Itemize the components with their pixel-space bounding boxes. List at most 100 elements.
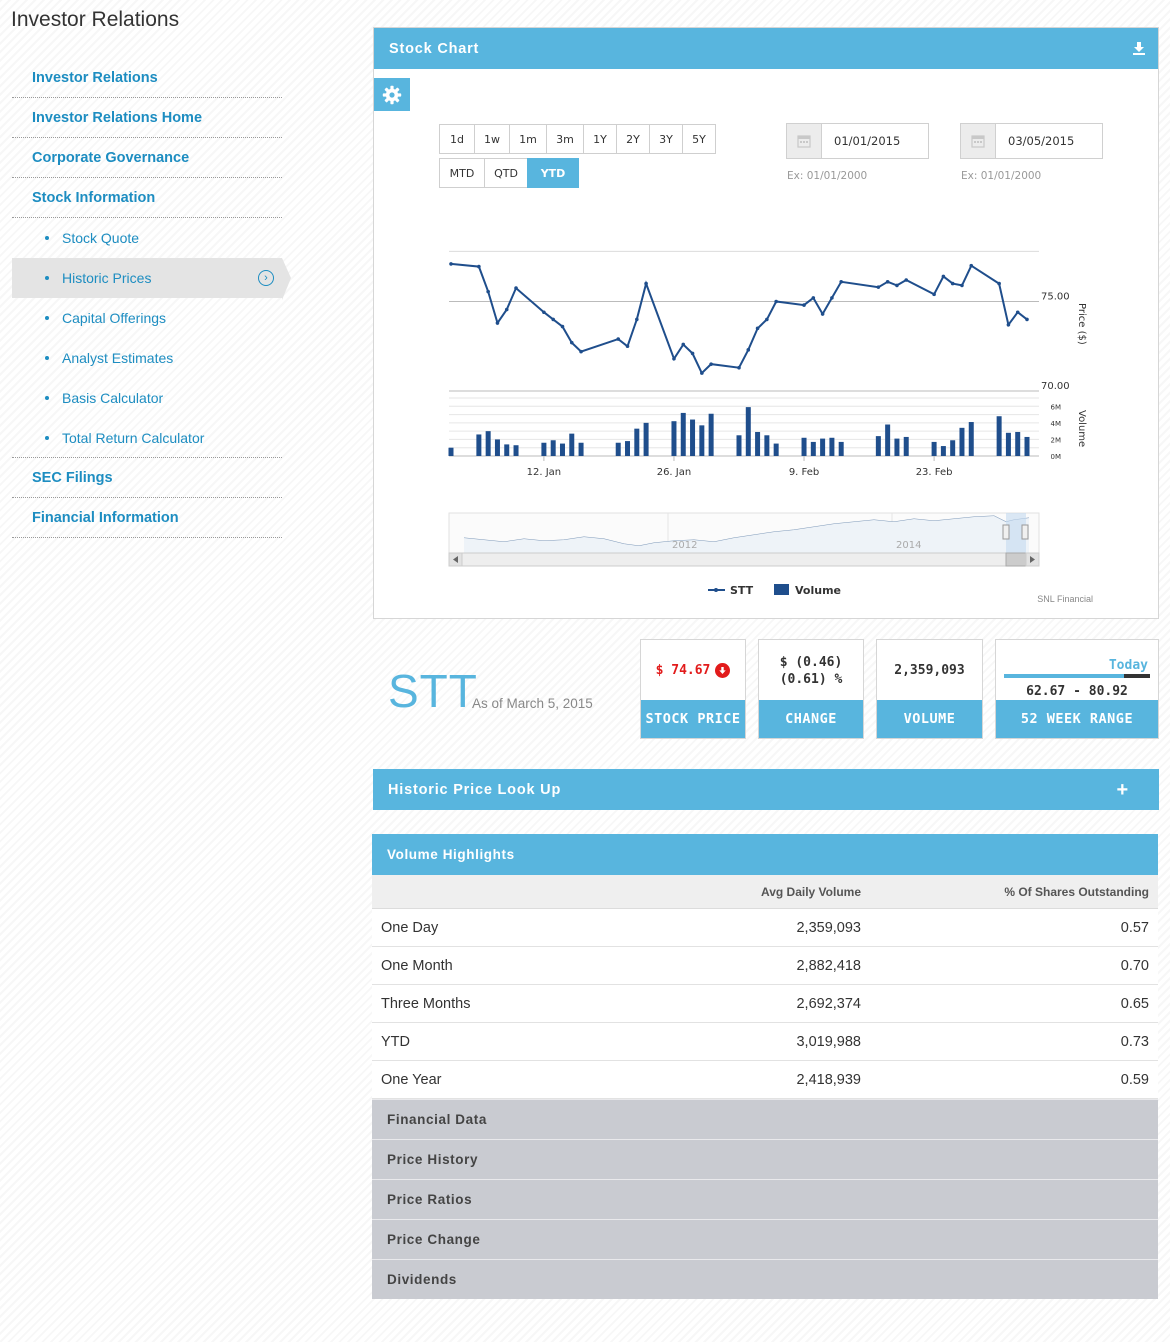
volume-bar	[1015, 431, 1021, 456]
navigator-left-handle[interactable]	[1002, 524, 1010, 540]
accordion-price-change[interactable]: Price Change	[372, 1219, 1158, 1259]
volume-tick-label: 2M	[1051, 436, 1062, 444]
range-5y-button[interactable]: 5Y	[682, 124, 716, 154]
sidebar-item-analyst-estimates[interactable]: Analyst Estimates	[12, 338, 282, 378]
volume-bar	[708, 413, 714, 456]
end-date-input[interactable]	[996, 124, 1102, 158]
sidebar-item-financial-information[interactable]: Financial Information	[12, 498, 282, 538]
volume-bar	[680, 412, 686, 456]
accordion-dividends[interactable]: Dividends	[372, 1259, 1158, 1299]
volume-bar	[578, 442, 584, 456]
price-series-line	[450, 262, 1028, 375]
volume-label: VOLUME	[877, 700, 982, 738]
range-ytd-button[interactable]: YTD	[527, 158, 579, 188]
range-3m-button[interactable]: 3m	[546, 124, 584, 154]
start-date-input[interactable]	[822, 124, 928, 158]
calendar-icon[interactable]	[961, 124, 996, 158]
row-avg-volume: 2,359,093	[796, 919, 861, 936]
sidebar-item-investor-relations[interactable]: Investor Relations	[12, 58, 282, 98]
price-point	[1006, 322, 1011, 327]
chart-grid	[449, 250, 1039, 461]
volume-bar	[801, 437, 807, 456]
download-icon[interactable]	[1132, 41, 1146, 55]
accordion-price-ratios[interactable]: Price Ratios	[372, 1179, 1158, 1219]
price-point	[542, 310, 546, 315]
price-point	[746, 348, 751, 352]
plus-icon[interactable]: +	[1116, 779, 1129, 801]
volume-bar	[736, 435, 742, 456]
volume-bar	[699, 425, 705, 456]
volume-bar	[643, 422, 649, 456]
volume-bar	[690, 419, 696, 456]
price-point	[700, 371, 704, 375]
range-1y-button[interactable]: 1Y	[583, 124, 617, 154]
volume-bar	[1005, 432, 1011, 456]
price-tick-label: 75.00	[1041, 292, 1070, 303]
start-date-hint: Ex: 01/01/2000	[787, 170, 868, 182]
stock-price-value: $ 74.67	[655, 663, 711, 678]
price-point	[579, 349, 583, 354]
chart-legend: STT Volume	[708, 584, 841, 597]
sidebar-item-capital-offerings[interactable]: Capital Offerings	[12, 298, 282, 338]
price-point	[932, 292, 936, 297]
sidebar-item-stock-information[interactable]: Stock Information	[12, 178, 282, 218]
sidebar-nav: Investor Relations Investor Relations Ho…	[12, 58, 291, 538]
volume-tick-label: 0M	[1051, 453, 1062, 461]
sidebar-item-total-return-calculator[interactable]: Total Return Calculator	[12, 418, 282, 458]
historic-price-lookup-header[interactable]: Historic Price Look Up +	[373, 769, 1159, 810]
volume-bar	[820, 438, 826, 456]
price-point	[709, 362, 713, 366]
volume-bar	[513, 445, 519, 456]
sidebar-item-historic-prices[interactable]: Historic Prices ›	[12, 258, 291, 300]
volume-highlights-header: Volume Highlights	[372, 834, 1158, 875]
stock-chart-title: Stock Chart	[389, 40, 480, 57]
volume-bar	[931, 441, 937, 456]
table-row: One Year 2,418,939 0.59	[372, 1061, 1158, 1099]
sidebar-item-basis-calculator[interactable]: Basis Calculator	[12, 378, 282, 418]
week-range-label: 52 WEEK RANGE	[996, 700, 1158, 738]
sidebar-item-sec-filings[interactable]: SEC Filings	[12, 458, 282, 498]
range-navigator[interactable]: 2012 2014	[448, 512, 1040, 567]
row-period: YTD	[381, 1033, 410, 1050]
x-tick-label: 26. Jan	[657, 467, 692, 478]
price-point	[1025, 317, 1029, 322]
price-point	[551, 317, 555, 322]
volume-bar	[968, 422, 974, 456]
range-1w-button[interactable]: 1w	[474, 124, 510, 154]
volume-box: 2,359,093 VOLUME	[876, 639, 983, 739]
page-title: Investor Relations	[11, 8, 180, 31]
range-3y-button[interactable]: 3Y	[649, 124, 683, 154]
row-pct-shares: 0.73	[1120, 1033, 1149, 1050]
calendar-icon[interactable]	[787, 124, 822, 158]
row-avg-volume: 3,019,988	[796, 1033, 861, 1050]
volume-bar	[559, 443, 565, 456]
column-header-avg-daily-volume: Avg Daily Volume	[760, 884, 861, 899]
range-bar	[1004, 674, 1150, 678]
row-pct-shares: 0.57	[1120, 919, 1149, 936]
accordion-price-history[interactable]: Price History	[372, 1139, 1158, 1179]
price-point	[486, 289, 490, 294]
stock-price-box: $ 74.67 STOCK PRICE	[640, 639, 746, 739]
price-point	[625, 344, 630, 349]
sidebar-item-stock-quote[interactable]: Stock Quote	[12, 218, 282, 258]
navigator-right-handle[interactable]	[1021, 524, 1029, 540]
price-point	[504, 307, 509, 312]
price-point	[876, 285, 881, 289]
price-point	[895, 283, 899, 288]
sidebar-item-corporate-governance[interactable]: Corporate Governance	[12, 138, 282, 178]
volume-highlights-panel: Volume Highlights Avg Daily Volume % Of …	[372, 834, 1158, 1299]
scrollbar-thumb[interactable]	[1005, 552, 1027, 567]
chart-settings-button[interactable]	[374, 78, 410, 111]
range-2y-button[interactable]: 2Y	[616, 124, 650, 154]
accordion-financial-data[interactable]: Financial Data	[372, 1099, 1158, 1139]
price-point	[997, 281, 1001, 286]
arrow-left-icon	[453, 556, 458, 563]
volume-bar	[894, 438, 900, 456]
sidebar-item-investor-relations-home[interactable]: Investor Relations Home	[12, 98, 282, 138]
range-1d-button[interactable]: 1d	[439, 124, 475, 154]
range-qtd-button[interactable]: QTD	[484, 158, 528, 188]
navigator-scrollbar[interactable]	[448, 552, 1040, 567]
range-mtd-button[interactable]: MTD	[439, 158, 485, 188]
table-row: One Day 2,359,093 0.57	[372, 909, 1158, 947]
change-label: CHANGE	[759, 700, 863, 738]
